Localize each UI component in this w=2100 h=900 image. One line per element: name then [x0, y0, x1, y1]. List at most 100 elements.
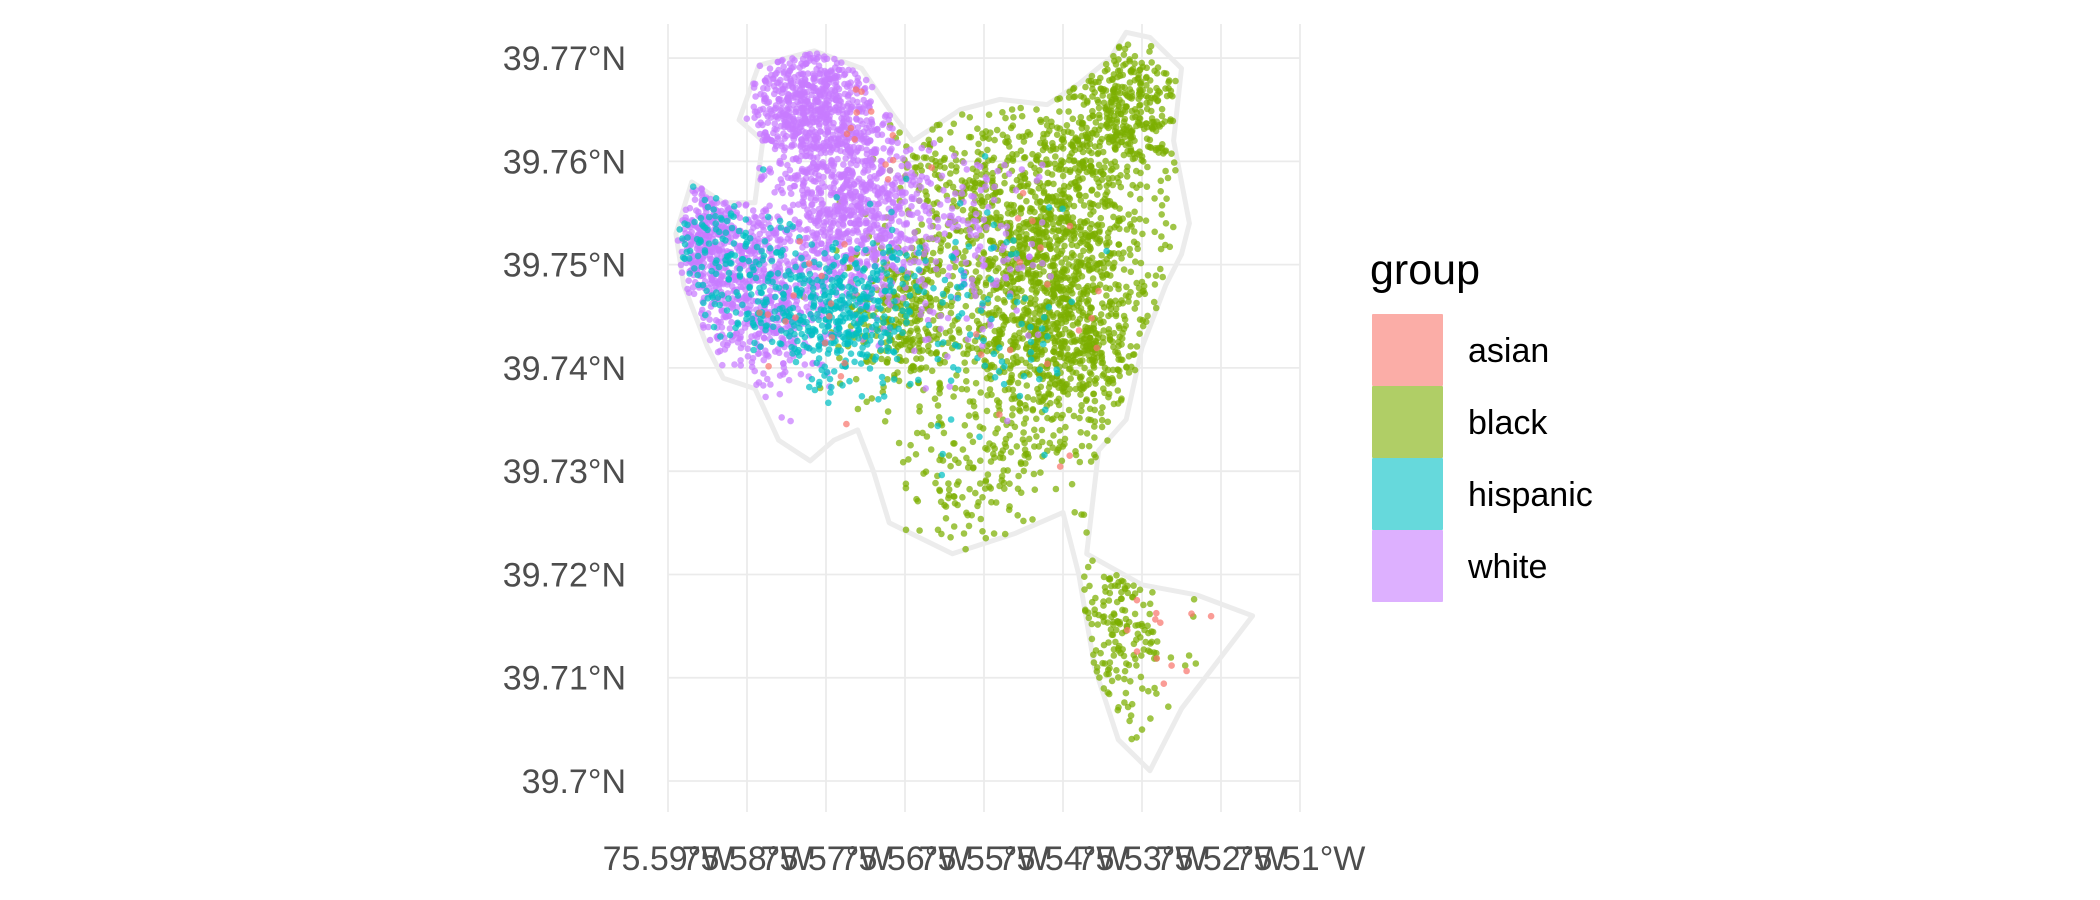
point-black	[1125, 211, 1132, 218]
point-black	[1009, 245, 1017, 253]
point-white	[785, 260, 792, 268]
point-white	[718, 324, 726, 331]
point-white	[801, 96, 808, 103]
point-black	[936, 389, 943, 397]
point-black	[932, 479, 939, 487]
point-white	[877, 157, 885, 165]
point-black	[1049, 444, 1056, 452]
point-black	[1158, 105, 1166, 113]
point-black	[1107, 305, 1115, 312]
point-white	[841, 192, 848, 200]
point-black	[1065, 261, 1072, 268]
point-white	[731, 361, 738, 368]
point-black	[1122, 615, 1130, 623]
point-black	[1144, 272, 1152, 279]
point-white	[809, 229, 816, 236]
point-black	[1031, 310, 1038, 317]
point-white	[758, 173, 765, 181]
point-black	[963, 386, 971, 393]
point-white	[854, 74, 862, 82]
point-white	[755, 350, 763, 357]
point-black	[1114, 366, 1121, 373]
point-black	[944, 242, 952, 249]
point-black	[1001, 179, 1008, 187]
point-black	[936, 136, 944, 143]
point-black	[1108, 116, 1116, 124]
point-white	[777, 76, 784, 84]
point-black	[1128, 735, 1135, 743]
point-white	[892, 185, 899, 193]
point-black	[991, 445, 998, 452]
point-black	[979, 494, 986, 501]
point-black	[1157, 188, 1164, 195]
point-black	[1057, 349, 1065, 357]
point-black	[1112, 61, 1120, 68]
point-white	[743, 292, 750, 299]
point-white	[780, 153, 788, 161]
point-black	[1082, 607, 1089, 615]
point-white	[760, 356, 767, 364]
point-white	[834, 155, 841, 163]
point-black	[1086, 405, 1094, 413]
point-white	[874, 131, 882, 139]
point-black	[1153, 70, 1161, 77]
point-white	[837, 233, 845, 241]
point-black	[1053, 131, 1061, 138]
point-white	[744, 345, 752, 353]
point-black	[1147, 640, 1154, 647]
point-black	[993, 209, 1000, 217]
point-black	[1121, 607, 1129, 614]
point-white	[911, 229, 918, 236]
point-black	[1146, 87, 1154, 94]
point-black	[984, 193, 992, 201]
point-white	[780, 360, 787, 367]
point-black	[1131, 52, 1139, 60]
point-black	[1091, 397, 1099, 405]
point-white	[817, 67, 825, 74]
point-black	[1050, 432, 1057, 439]
point-white	[751, 367, 758, 375]
point-white	[726, 312, 733, 320]
point-white	[844, 80, 852, 87]
point-black	[1046, 160, 1053, 167]
point-black	[1115, 103, 1122, 111]
point-white	[796, 101, 803, 108]
point-black	[1057, 143, 1065, 150]
point-white	[781, 204, 788, 211]
point-black	[1007, 448, 1015, 456]
point-black	[1045, 371, 1053, 379]
point-black	[1110, 71, 1118, 78]
point-black	[1061, 435, 1069, 443]
point-black	[1110, 213, 1117, 221]
point-black	[1120, 51, 1128, 58]
point-white	[863, 124, 870, 132]
point-black	[1061, 362, 1069, 369]
point-black	[1046, 380, 1054, 387]
point-black	[913, 429, 921, 437]
point-white	[918, 144, 926, 152]
point-black	[1106, 299, 1114, 306]
point-black	[1142, 92, 1150, 100]
point-black	[1078, 442, 1086, 450]
point-white	[860, 235, 867, 242]
point-black	[990, 530, 998, 537]
point-black	[863, 398, 870, 406]
point-black	[981, 485, 989, 492]
city-boundary	[673, 29, 1256, 774]
point-black	[1090, 364, 1098, 371]
point-black	[937, 498, 945, 506]
point-black	[1127, 191, 1134, 198]
point-white	[823, 70, 831, 78]
point-white	[764, 119, 772, 126]
point-black	[1143, 120, 1150, 127]
point-black	[1162, 241, 1169, 249]
point-black	[1121, 115, 1129, 123]
point-black	[1006, 143, 1013, 150]
point-white	[771, 189, 778, 196]
point-black	[908, 336, 915, 344]
point-black	[925, 136, 932, 144]
point-black	[941, 358, 948, 366]
point-black	[1131, 60, 1138, 67]
point-black	[974, 125, 981, 132]
point-black	[1070, 84, 1078, 92]
